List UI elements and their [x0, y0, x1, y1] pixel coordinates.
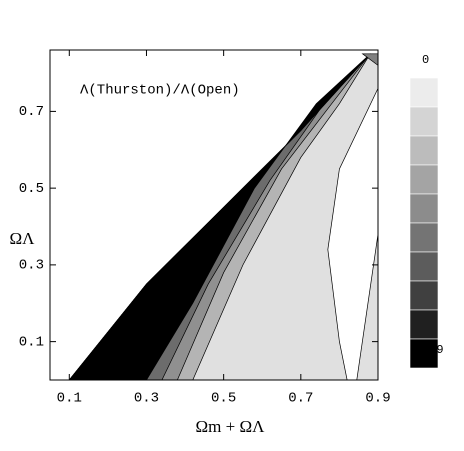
- x-tick-label: 0.5: [211, 391, 236, 407]
- colorbar-swatch: [409, 309, 439, 340]
- colorbar-swatch: [409, 164, 439, 195]
- colorbar-label: 0: [422, 53, 429, 67]
- x-tick-label: 0.1: [57, 391, 82, 407]
- x-axis-label: Ωm + ΩΛ: [196, 417, 266, 436]
- colorbar-swatch: [409, 338, 439, 369]
- colorbar-label: 159: [422, 343, 444, 357]
- y-axis-label: ΩΛ: [10, 229, 36, 248]
- y-tick-label: 0.5: [19, 181, 44, 197]
- colorbar-swatch: [409, 77, 439, 108]
- colorbar-swatch: [409, 251, 439, 282]
- contour-region: [68, 53, 371, 381]
- y-tick-label: 0.1: [19, 334, 44, 350]
- x-tick-label: 0.9: [365, 391, 390, 407]
- colorbar-swatch: [409, 280, 439, 311]
- contour-region: [327, 88, 379, 381]
- x-tick-label: 0.7: [288, 391, 313, 407]
- colorbar-swatch: [409, 106, 439, 137]
- y-tick-label: 0.7: [19, 104, 44, 120]
- colorbar-swatch: [409, 193, 439, 224]
- frame: [49, 49, 379, 381]
- colorbar-swatch: [409, 135, 439, 166]
- y-tick-label: 0.3: [19, 258, 44, 274]
- chart-title: Λ(Thurston)/Λ(Open): [80, 83, 240, 99]
- plot-area: [68, 53, 379, 381]
- x-tick-label: 0.3: [134, 391, 159, 407]
- colorbar-swatch: [409, 222, 439, 253]
